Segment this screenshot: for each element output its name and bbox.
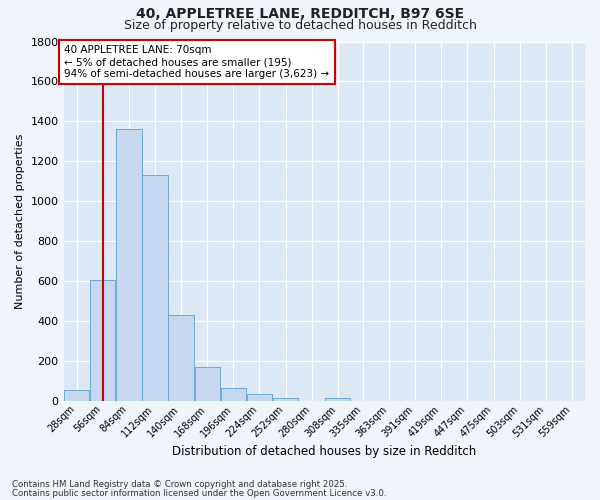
Bar xyxy=(247,394,272,401)
Bar xyxy=(90,280,115,401)
Text: 40 APPLETREE LANE: 70sqm
← 5% of detached houses are smaller (195)
94% of semi-d: 40 APPLETREE LANE: 70sqm ← 5% of detache… xyxy=(64,46,329,78)
Y-axis label: Number of detached properties: Number of detached properties xyxy=(15,134,25,309)
Bar xyxy=(142,176,167,401)
Bar xyxy=(169,315,194,401)
X-axis label: Distribution of detached houses by size in Redditch: Distribution of detached houses by size … xyxy=(172,444,476,458)
Bar xyxy=(325,398,350,401)
Text: Size of property relative to detached houses in Redditch: Size of property relative to detached ho… xyxy=(124,18,476,32)
Bar xyxy=(116,130,142,401)
Text: 40, APPLETREE LANE, REDDITCH, B97 6SE: 40, APPLETREE LANE, REDDITCH, B97 6SE xyxy=(136,8,464,22)
Bar xyxy=(194,367,220,401)
Text: Contains public sector information licensed under the Open Government Licence v3: Contains public sector information licen… xyxy=(12,488,386,498)
Bar xyxy=(221,388,246,401)
Bar xyxy=(273,398,298,401)
Text: Contains HM Land Registry data © Crown copyright and database right 2025.: Contains HM Land Registry data © Crown c… xyxy=(12,480,347,489)
Bar xyxy=(64,390,89,401)
